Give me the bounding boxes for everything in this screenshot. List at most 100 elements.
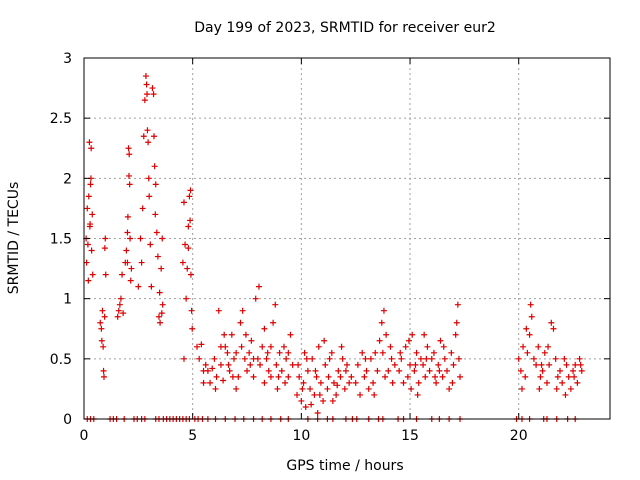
data-point <box>324 385 331 392</box>
data-point <box>98 337 105 344</box>
x-tick-label: 5 <box>188 428 197 444</box>
axis-ticks: 0 5 10 15 20 0 0.5 1 1.5 2 2.5 3 <box>50 51 610 444</box>
data-point <box>385 367 392 374</box>
data-point <box>398 355 405 362</box>
data-point <box>455 355 462 362</box>
data-point <box>337 373 344 380</box>
data-point <box>518 385 525 392</box>
data-point <box>241 355 248 362</box>
data-point <box>209 365 216 372</box>
data-point <box>300 379 307 386</box>
data-point <box>276 349 283 356</box>
data-point <box>270 319 277 326</box>
y-tick-label: 2 <box>63 171 72 187</box>
data-point <box>88 247 95 254</box>
data-point <box>179 259 186 266</box>
data-point <box>408 385 415 392</box>
data-point <box>533 361 540 368</box>
data-point <box>150 91 157 98</box>
data-point <box>238 343 245 350</box>
data-point <box>187 217 194 224</box>
data-point <box>535 343 542 350</box>
data-point <box>230 355 237 362</box>
data-point <box>255 283 262 290</box>
data-point <box>432 373 439 380</box>
data-point <box>303 355 310 362</box>
data-point <box>421 331 428 338</box>
data-point <box>520 343 527 350</box>
data-point <box>244 367 251 374</box>
data-point <box>449 379 456 386</box>
data-point <box>329 397 336 404</box>
data-point <box>308 401 315 408</box>
y-tick-label: 3 <box>63 51 72 67</box>
data-point <box>561 355 568 362</box>
data-point <box>263 355 270 362</box>
y-tick-label: 0 <box>63 412 72 428</box>
data-point <box>99 307 106 314</box>
data-point <box>187 187 194 194</box>
data-point <box>312 367 319 374</box>
data-point <box>280 343 287 350</box>
data-point <box>233 385 240 392</box>
data-point <box>120 310 127 317</box>
data-point <box>135 283 142 290</box>
data-point <box>257 361 264 368</box>
data-point <box>317 379 324 386</box>
data-point <box>437 337 444 344</box>
data-point <box>187 271 194 278</box>
data-point <box>446 385 453 392</box>
data-point <box>157 319 164 326</box>
data-point <box>138 259 145 266</box>
data-point <box>84 241 91 248</box>
data-point <box>415 379 422 386</box>
data-point <box>278 367 285 374</box>
chart-title: Day 199 of 2023, SRMTID for receiver eur… <box>194 20 496 36</box>
data-point <box>537 373 544 380</box>
data-point <box>548 319 555 326</box>
data-point <box>261 379 268 386</box>
data-point <box>554 373 561 380</box>
data-point <box>391 361 398 368</box>
data-point <box>100 343 107 350</box>
data-point <box>380 307 387 314</box>
data-point <box>570 367 577 374</box>
data-point <box>357 391 364 398</box>
data-point <box>152 211 159 218</box>
data-point <box>295 361 302 368</box>
data-point <box>87 221 94 228</box>
data-point <box>185 223 192 230</box>
data-point <box>433 379 440 386</box>
data-point <box>127 235 134 242</box>
data-point <box>84 205 91 212</box>
data-point <box>124 213 131 220</box>
data-point <box>102 235 109 242</box>
data-point <box>137 235 144 242</box>
data-point <box>334 382 341 389</box>
data-point <box>220 377 227 384</box>
data-point <box>367 355 374 362</box>
data-point <box>101 245 108 252</box>
data-point <box>239 307 246 314</box>
data-point <box>217 361 224 368</box>
data-point <box>215 307 222 314</box>
data-point <box>522 373 529 380</box>
data-point <box>267 343 274 350</box>
data-point <box>436 367 443 374</box>
data-point <box>204 367 211 374</box>
data-point <box>526 331 533 338</box>
data-point <box>150 133 157 140</box>
data-point <box>89 271 96 278</box>
data-point <box>339 355 346 362</box>
data-point <box>146 193 153 200</box>
data-point <box>285 373 292 380</box>
data-point <box>159 301 166 308</box>
data-point <box>127 277 134 284</box>
data-point <box>144 127 151 134</box>
data-point <box>341 385 348 392</box>
data-point <box>420 361 427 368</box>
data-point <box>545 343 552 350</box>
data-point <box>250 373 257 380</box>
data-point <box>313 373 320 380</box>
data-point <box>440 343 447 350</box>
